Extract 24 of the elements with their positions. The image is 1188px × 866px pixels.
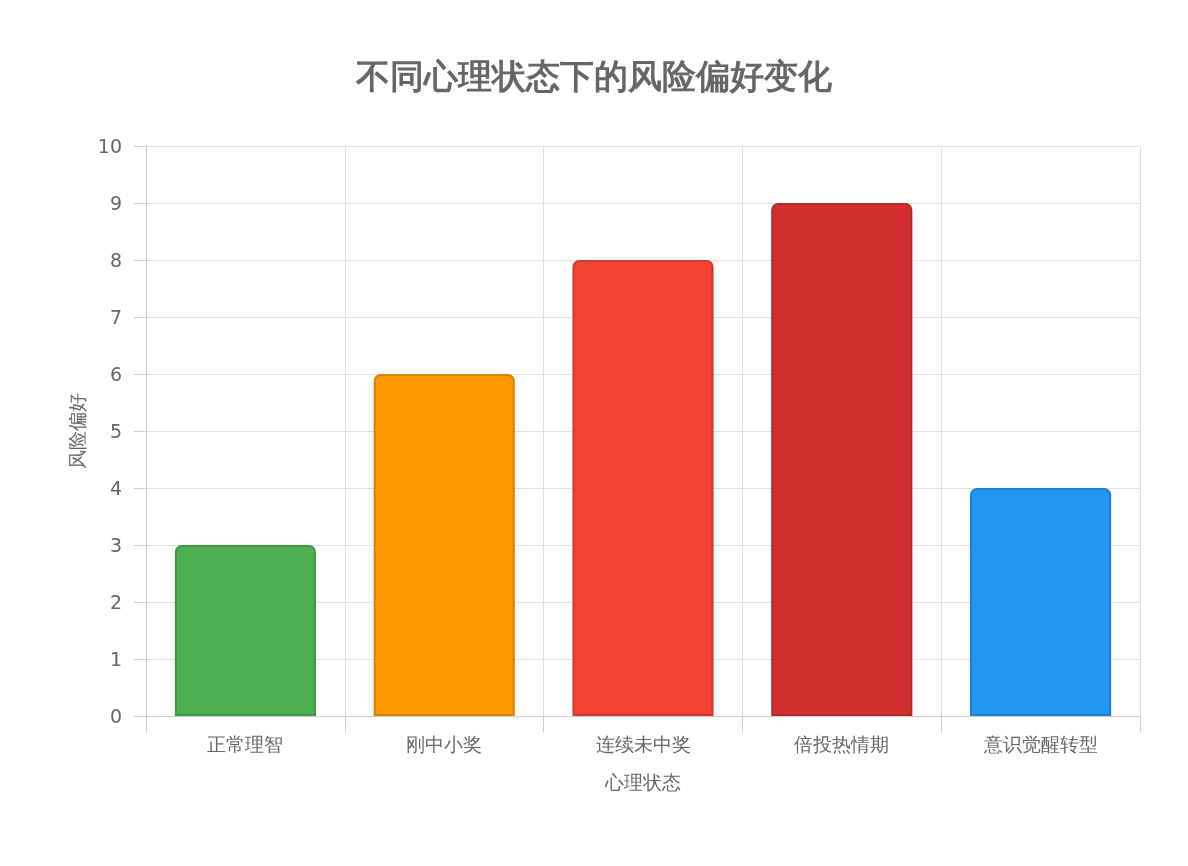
bar [970, 488, 1112, 716]
y-tick-label: 9 [109, 192, 122, 214]
y-tick-label: 7 [109, 306, 122, 328]
y-tick-label: 0 [109, 705, 122, 727]
y-tick-label: 2 [109, 591, 122, 613]
x-tick-label: 连续未中奖 [595, 732, 691, 755]
y-axis-title: 风险偏好 [65, 393, 88, 469]
y-tick-label: 6 [109, 363, 122, 385]
y-tick-label: 10 [97, 135, 122, 157]
bar [572, 260, 714, 716]
chart-title: 不同心理状态下的风险偏好变化 [355, 56, 833, 96]
y-tick-label: 4 [109, 477, 122, 499]
y-tick-label: 3 [109, 534, 122, 556]
x-tick-label: 正常理智 [207, 732, 284, 755]
x-tick-label: 刚中小奖 [406, 732, 483, 755]
y-tick-label: 1 [109, 648, 122, 670]
bar [174, 545, 316, 716]
x-axis-title: 心理状态 [604, 770, 681, 793]
y-tick-label: 8 [109, 249, 122, 271]
bar [373, 374, 515, 716]
x-tick-label: 倍投热情期 [794, 732, 890, 755]
bar [771, 203, 913, 716]
y-tick-label: 5 [109, 420, 122, 442]
x-tick-label: 意识觉醒转型 [982, 732, 1098, 755]
